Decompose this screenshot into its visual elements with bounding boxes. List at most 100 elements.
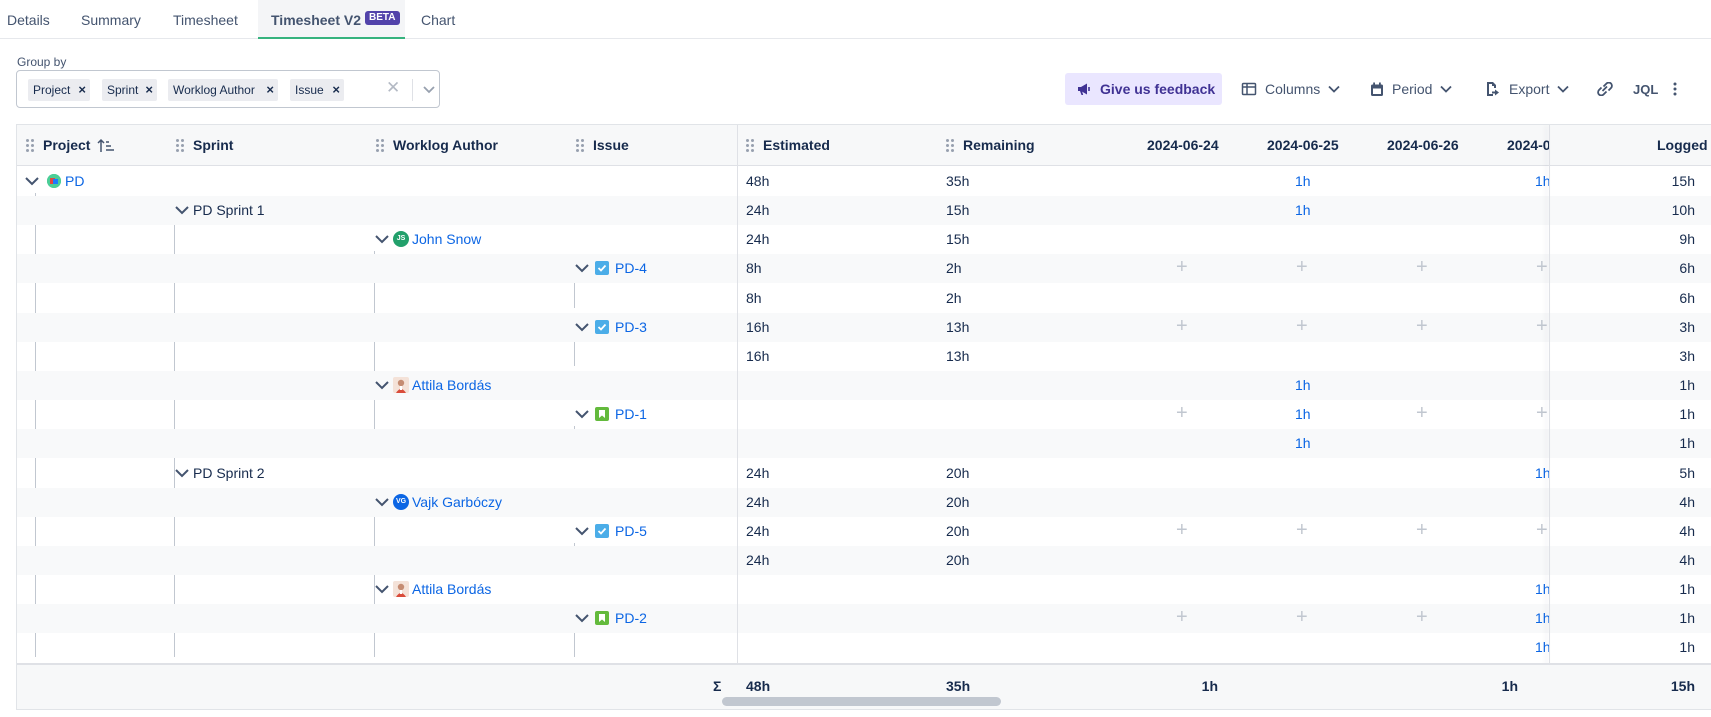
project-link[interactable]: PD (65, 173, 85, 189)
add-worklog-icon[interactable]: + (1416, 518, 1428, 541)
column-date[interactable]: 2024-0 (1507, 137, 1549, 153)
add-worklog-icon[interactable]: + (1176, 402, 1188, 425)
add-worklog-icon[interactable]: + (1416, 402, 1428, 425)
drag-handle-icon[interactable] (576, 139, 584, 152)
period-button[interactable]: Period (1370, 73, 1453, 105)
estimated-cell: 24h (746, 202, 770, 219)
worklog-time-link[interactable]: 1h (1295, 377, 1311, 394)
column-logged[interactable]: Logged (1657, 137, 1708, 153)
tab-chart[interactable]: Chart (421, 12, 456, 28)
column-estimated[interactable]: Estimated (763, 137, 830, 153)
remove-chip-icon[interactable]: × (78, 82, 86, 97)
add-worklog-icon[interactable]: + (1416, 256, 1428, 279)
issue-link[interactable]: PD-4 (615, 260, 647, 277)
tab-summary[interactable]: Summary (81, 12, 141, 28)
issue-link[interactable]: PD-2 (615, 610, 647, 627)
chevron-down-icon (1557, 85, 1570, 93)
export-button[interactable]: Export (1485, 73, 1570, 105)
add-worklog-icon[interactable]: + (1536, 518, 1548, 541)
author-link[interactable]: Attila Bordás (412, 581, 492, 598)
tab-timesheet[interactable]: Timesheet (173, 12, 238, 28)
column-sprint[interactable]: Sprint (193, 137, 234, 153)
chevron-down-icon[interactable] (574, 261, 590, 275)
column-date[interactable]: 2024-06-24 (1147, 137, 1219, 153)
worklog-time-link[interactable]: 1h (1535, 639, 1551, 656)
add-worklog-icon[interactable]: + (1296, 518, 1308, 541)
issue-link[interactable]: PD-3 (615, 318, 647, 335)
sprint-link: PD Sprint 1 (193, 202, 265, 219)
worklog-time-link[interactable]: 1h (1535, 581, 1551, 598)
remove-chip-icon[interactable]: × (332, 82, 340, 97)
add-worklog-icon[interactable]: + (1416, 606, 1428, 629)
chevron-down-icon[interactable] (574, 320, 590, 334)
add-worklog-icon[interactable]: + (1536, 314, 1548, 337)
more-button[interactable] (1672, 73, 1678, 105)
remove-chip-icon[interactable]: × (145, 82, 153, 97)
horizontal-scrollbar[interactable] (722, 697, 1001, 706)
add-worklog-icon[interactable]: + (1296, 606, 1308, 629)
total-estimated: 48h (746, 678, 771, 694)
worklog-time-link[interactable]: 1h (1535, 610, 1551, 627)
chevron-down-icon[interactable] (374, 232, 390, 246)
jql-button[interactable]: JQL (1633, 81, 1659, 97)
add-worklog-icon[interactable]: + (1176, 256, 1188, 279)
drag-handle-icon[interactable] (376, 139, 384, 152)
tab-details[interactable]: Details (7, 12, 50, 28)
worklog-time-link[interactable]: 1h (1535, 173, 1551, 189)
column-date[interactable]: 2024-06-26 (1387, 137, 1459, 153)
columns-button[interactable]: Columns (1241, 73, 1340, 105)
remaining-cell: 35h (946, 173, 970, 189)
chip-label: Worklog Author (173, 83, 255, 97)
issue-link[interactable]: PD-5 (615, 522, 647, 539)
chevron-down-icon[interactable] (574, 524, 590, 538)
chevron-down-icon[interactable] (24, 174, 40, 188)
chevron-down-icon[interactable] (374, 495, 390, 509)
author-link[interactable]: Vajk Garbóczy (412, 493, 502, 510)
chip-label: Sprint (107, 83, 139, 97)
add-worklog-icon[interactable]: + (1536, 402, 1548, 425)
worklog-time-link[interactable]: 1h (1295, 435, 1311, 452)
worklog-time-link[interactable]: 1h (1295, 406, 1311, 423)
logged-cell: 10h (1671, 202, 1695, 219)
chevron-down-icon[interactable] (174, 203, 190, 217)
chevron-down-icon[interactable] (574, 407, 590, 421)
tab-timesheet-v2[interactable]: Timesheet V2 BETA (258, 0, 405, 39)
add-worklog-icon[interactable]: + (1296, 314, 1308, 337)
give-feedback-button[interactable]: Give us feedback (1065, 73, 1222, 105)
author-link[interactable]: Attila Bordás (412, 377, 492, 394)
drag-handle-icon[interactable] (176, 139, 184, 152)
column-issue[interactable]: Issue (593, 137, 629, 153)
logged-cell: 3h (1679, 318, 1695, 335)
clear-icon[interactable]: ✕ (386, 78, 401, 97)
author-link[interactable]: John Snow (412, 231, 482, 248)
table-row: PD-2 + + +1h 1h (17, 604, 1711, 634)
drag-handle-icon[interactable] (26, 139, 34, 152)
worklog-time-link[interactable]: 1h (1295, 202, 1311, 219)
chevron-down-icon[interactable] (374, 378, 390, 392)
column-worklog-author[interactable]: Worklog Author (393, 137, 498, 153)
drag-handle-icon[interactable] (746, 139, 754, 152)
copy-link-button[interactable] (1596, 73, 1614, 105)
megaphone-icon (1078, 83, 1090, 95)
remove-chip-icon[interactable]: × (266, 82, 274, 97)
group-by-select[interactable]: Project × Sprint × Worklog Author × Issue × … (16, 70, 440, 108)
chevron-down-icon[interactable] (574, 611, 590, 625)
column-project[interactable]: Project (43, 137, 91, 153)
add-worklog-icon[interactable]: + (1296, 256, 1308, 279)
issue-link[interactable]: PD-1 (615, 406, 647, 423)
worklog-time-link[interactable]: 1h (1295, 173, 1311, 189)
sort-ascending-icon[interactable] (97, 138, 115, 154)
add-worklog-icon[interactable]: + (1176, 606, 1188, 629)
drag-handle-icon[interactable] (946, 139, 954, 152)
chevron-down-icon[interactable] (174, 466, 190, 480)
add-worklog-icon[interactable]: + (1176, 518, 1188, 541)
column-date[interactable]: 2024-06-25 (1267, 137, 1339, 153)
add-worklog-icon[interactable]: + (1536, 256, 1548, 279)
remaining-cell: 20h (946, 522, 970, 539)
worklog-time-link[interactable]: 1h (1535, 464, 1551, 481)
chevron-down-icon[interactable] (422, 79, 436, 99)
add-worklog-icon[interactable]: + (1416, 314, 1428, 337)
add-worklog-icon[interactable]: + (1176, 314, 1188, 337)
chevron-down-icon[interactable] (374, 582, 390, 596)
column-remaining[interactable]: Remaining (963, 137, 1035, 153)
